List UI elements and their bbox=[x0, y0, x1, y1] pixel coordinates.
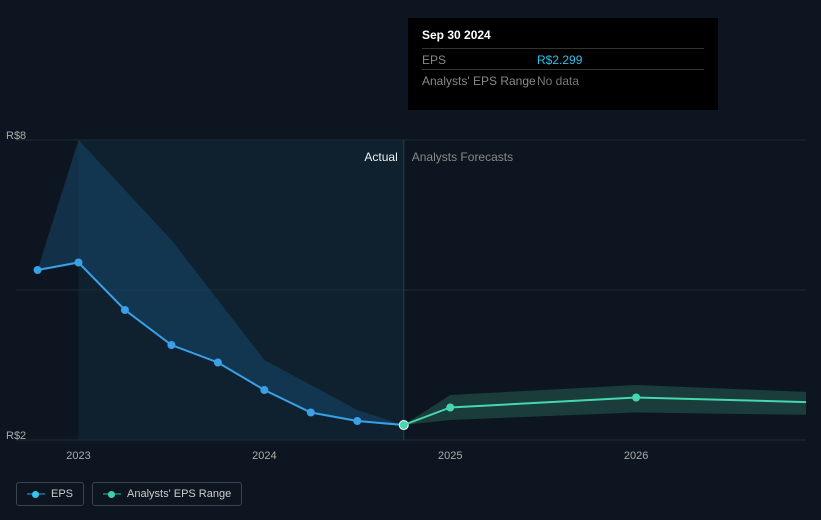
tooltip-row-range: Analysts' EPS Range No data bbox=[422, 69, 704, 88]
legend-item-eps[interactable]: EPS bbox=[16, 482, 84, 506]
legend-item-range[interactable]: Analysts' EPS Range bbox=[92, 482, 242, 506]
tooltip-row-eps: EPS R$2.299 bbox=[422, 48, 704, 67]
legend-label-eps: EPS bbox=[51, 488, 73, 500]
y-axis-label: R$8 bbox=[6, 130, 26, 142]
x-axis-label: 2024 bbox=[252, 450, 276, 462]
x-axis-label: 2025 bbox=[438, 450, 462, 462]
legend-swatch-eps bbox=[27, 490, 45, 498]
chart-tooltip: Sep 30 2024 EPS R$2.299 Analysts' EPS Ra… bbox=[408, 18, 718, 110]
x-axis-label: 2026 bbox=[624, 450, 648, 462]
tooltip-label-range: Analysts' EPS Range bbox=[422, 74, 537, 88]
y-axis-label: R$2 bbox=[6, 430, 26, 442]
chart-legend: EPS Analysts' EPS Range bbox=[16, 482, 242, 506]
legend-swatch-range bbox=[103, 490, 121, 498]
tooltip-value-range: No data bbox=[537, 74, 579, 88]
region-label-forecast: Analysts Forecasts bbox=[412, 150, 513, 164]
x-axis-label: 2023 bbox=[66, 450, 90, 462]
tooltip-value-eps: R$2.299 bbox=[537, 53, 582, 67]
legend-label-range: Analysts' EPS Range bbox=[127, 488, 231, 500]
region-label-actual: Actual bbox=[354, 150, 398, 164]
tooltip-date: Sep 30 2024 bbox=[422, 28, 704, 42]
tooltip-label-eps: EPS bbox=[422, 53, 537, 67]
